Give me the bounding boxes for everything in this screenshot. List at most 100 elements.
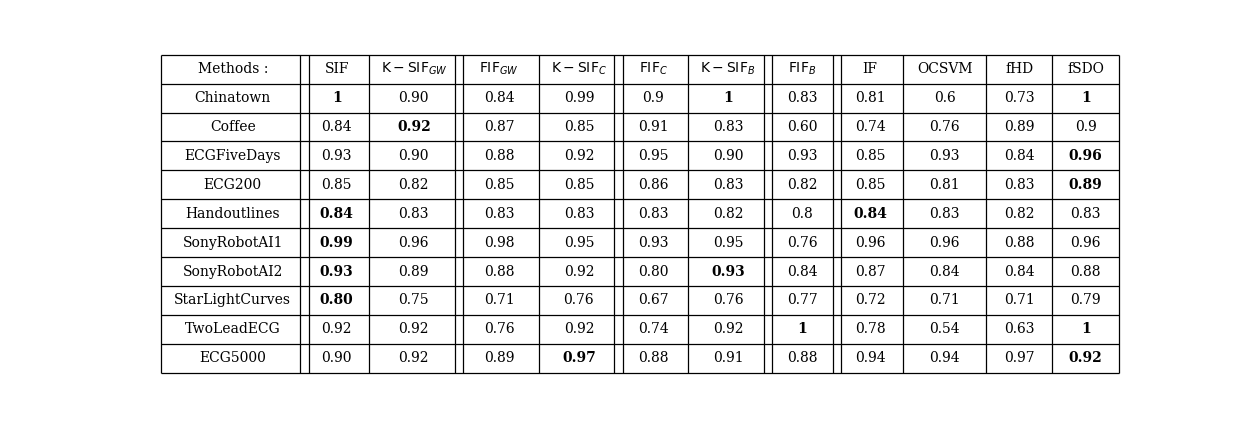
Text: 1: 1 (1080, 91, 1090, 105)
Text: fSDO: fSDO (1068, 62, 1104, 76)
Text: 0.76: 0.76 (713, 293, 743, 308)
Text: OCSVM: OCSVM (917, 62, 973, 76)
Text: 0.83: 0.83 (713, 178, 743, 192)
Text: 0.76: 0.76 (929, 120, 960, 134)
Text: 0.96: 0.96 (1070, 236, 1100, 250)
Text: 0.98: 0.98 (483, 236, 515, 250)
Text: 0.92: 0.92 (563, 322, 595, 336)
Text: 0.82: 0.82 (787, 178, 818, 192)
Text: 0.9: 0.9 (1075, 120, 1097, 134)
Text: 1: 1 (1080, 322, 1090, 336)
Text: 0.71: 0.71 (929, 293, 960, 308)
Text: 0.96: 0.96 (1069, 149, 1103, 163)
Text: ECG200: ECG200 (204, 178, 262, 192)
Text: 0.83: 0.83 (563, 207, 595, 221)
Text: 0.85: 0.85 (854, 178, 886, 192)
Text: 0.82: 0.82 (713, 207, 743, 221)
Text: SonyRobotAI1: SonyRobotAI1 (182, 236, 284, 250)
Text: 1: 1 (798, 322, 807, 336)
Text: 0.84: 0.84 (320, 207, 353, 221)
Text: 0.74: 0.74 (854, 120, 886, 134)
Text: 0.90: 0.90 (713, 149, 743, 163)
Text: 0.95: 0.95 (563, 236, 595, 250)
Text: 0.71: 0.71 (1004, 293, 1034, 308)
Text: TwoLeadECG: TwoLeadECG (185, 322, 281, 336)
Text: 0.75: 0.75 (398, 293, 430, 308)
Text: 0.92: 0.92 (398, 322, 430, 336)
Text: 0.93: 0.93 (929, 149, 960, 163)
Text: ECG5000: ECG5000 (200, 351, 266, 365)
Text: Handoutlines: Handoutlines (186, 207, 280, 221)
Text: 0.92: 0.92 (321, 322, 352, 336)
Text: 0.88: 0.88 (787, 351, 818, 365)
Text: 0.83: 0.83 (483, 207, 515, 221)
Text: $\mathrm{K-SIF}_{B}$: $\mathrm{K-SIF}_{B}$ (701, 61, 756, 78)
Text: 0.89: 0.89 (1069, 178, 1103, 192)
Text: 0.93: 0.93 (787, 149, 818, 163)
Text: 0.78: 0.78 (854, 322, 886, 336)
Text: ECGFiveDays: ECGFiveDays (185, 149, 281, 163)
Text: 0.9: 0.9 (642, 91, 664, 105)
Text: 0.93: 0.93 (711, 265, 744, 278)
Text: 0.85: 0.85 (321, 178, 352, 192)
Text: 0.90: 0.90 (321, 351, 352, 365)
Text: 0.84: 0.84 (483, 91, 515, 105)
Text: 0.99: 0.99 (563, 91, 595, 105)
Text: 0.96: 0.96 (854, 236, 886, 250)
Text: 0.81: 0.81 (929, 178, 960, 192)
Text: 1: 1 (723, 91, 733, 105)
Text: 0.93: 0.93 (321, 149, 352, 163)
Text: 0.89: 0.89 (483, 351, 515, 365)
Text: 0.82: 0.82 (1004, 207, 1034, 221)
Text: 0.8: 0.8 (792, 207, 813, 221)
Text: $\mathrm{FIF}_{GW}$: $\mathrm{FIF}_{GW}$ (480, 61, 518, 78)
Text: 0.85: 0.85 (854, 149, 886, 163)
Text: 0.84: 0.84 (929, 265, 960, 278)
Text: $\mathrm{FIF}_{B}$: $\mathrm{FIF}_{B}$ (788, 61, 817, 78)
Text: IF: IF (863, 62, 878, 76)
Text: 0.82: 0.82 (398, 178, 430, 192)
Text: 0.88: 0.88 (483, 265, 515, 278)
Text: Coffee: Coffee (210, 120, 256, 134)
Text: 0.92: 0.92 (713, 322, 743, 336)
Text: Methods :: Methods : (197, 62, 269, 76)
Text: 0.54: 0.54 (929, 322, 960, 336)
Text: 0.84: 0.84 (1004, 149, 1034, 163)
Text: 0.87: 0.87 (854, 265, 886, 278)
Text: 0.83: 0.83 (787, 91, 818, 105)
Text: 0.84: 0.84 (853, 207, 887, 221)
Text: 0.79: 0.79 (1070, 293, 1102, 308)
Text: 0.74: 0.74 (638, 322, 668, 336)
Text: 0.71: 0.71 (483, 293, 515, 308)
Text: 0.92: 0.92 (1069, 351, 1103, 365)
Text: 0.91: 0.91 (713, 351, 743, 365)
Text: 0.89: 0.89 (1004, 120, 1034, 134)
Text: 0.83: 0.83 (398, 207, 430, 221)
Text: 0.84: 0.84 (787, 265, 818, 278)
Text: $\mathrm{K-SIF}_{C}$: $\mathrm{K-SIF}_{C}$ (551, 61, 607, 78)
Text: 0.83: 0.83 (1004, 178, 1034, 192)
Text: 0.85: 0.85 (563, 178, 595, 192)
Text: 0.89: 0.89 (398, 265, 430, 278)
Text: 0.95: 0.95 (713, 236, 743, 250)
Text: 0.81: 0.81 (854, 91, 886, 105)
Text: 0.83: 0.83 (929, 207, 960, 221)
Text: 0.86: 0.86 (638, 178, 668, 192)
Text: $\mathrm{K-SIF}_{GW}$: $\mathrm{K-SIF}_{GW}$ (381, 61, 447, 78)
Text: 0.72: 0.72 (854, 293, 886, 308)
Text: SIF: SIF (325, 62, 348, 76)
Text: 0.90: 0.90 (398, 91, 430, 105)
Text: 0.83: 0.83 (1070, 207, 1100, 221)
Text: 0.99: 0.99 (320, 236, 353, 250)
Text: 0.84: 0.84 (1004, 265, 1034, 278)
Text: 0.85: 0.85 (563, 120, 595, 134)
Text: 1: 1 (332, 91, 341, 105)
Text: SonyRobotAI2: SonyRobotAI2 (182, 265, 284, 278)
Text: 0.77: 0.77 (787, 293, 818, 308)
Text: 0.84: 0.84 (321, 120, 352, 134)
Text: 0.88: 0.88 (1070, 265, 1100, 278)
Text: 0.76: 0.76 (563, 293, 595, 308)
Text: 0.60: 0.60 (787, 120, 818, 134)
Text: 0.83: 0.83 (713, 120, 743, 134)
Text: 0.63: 0.63 (1004, 322, 1034, 336)
